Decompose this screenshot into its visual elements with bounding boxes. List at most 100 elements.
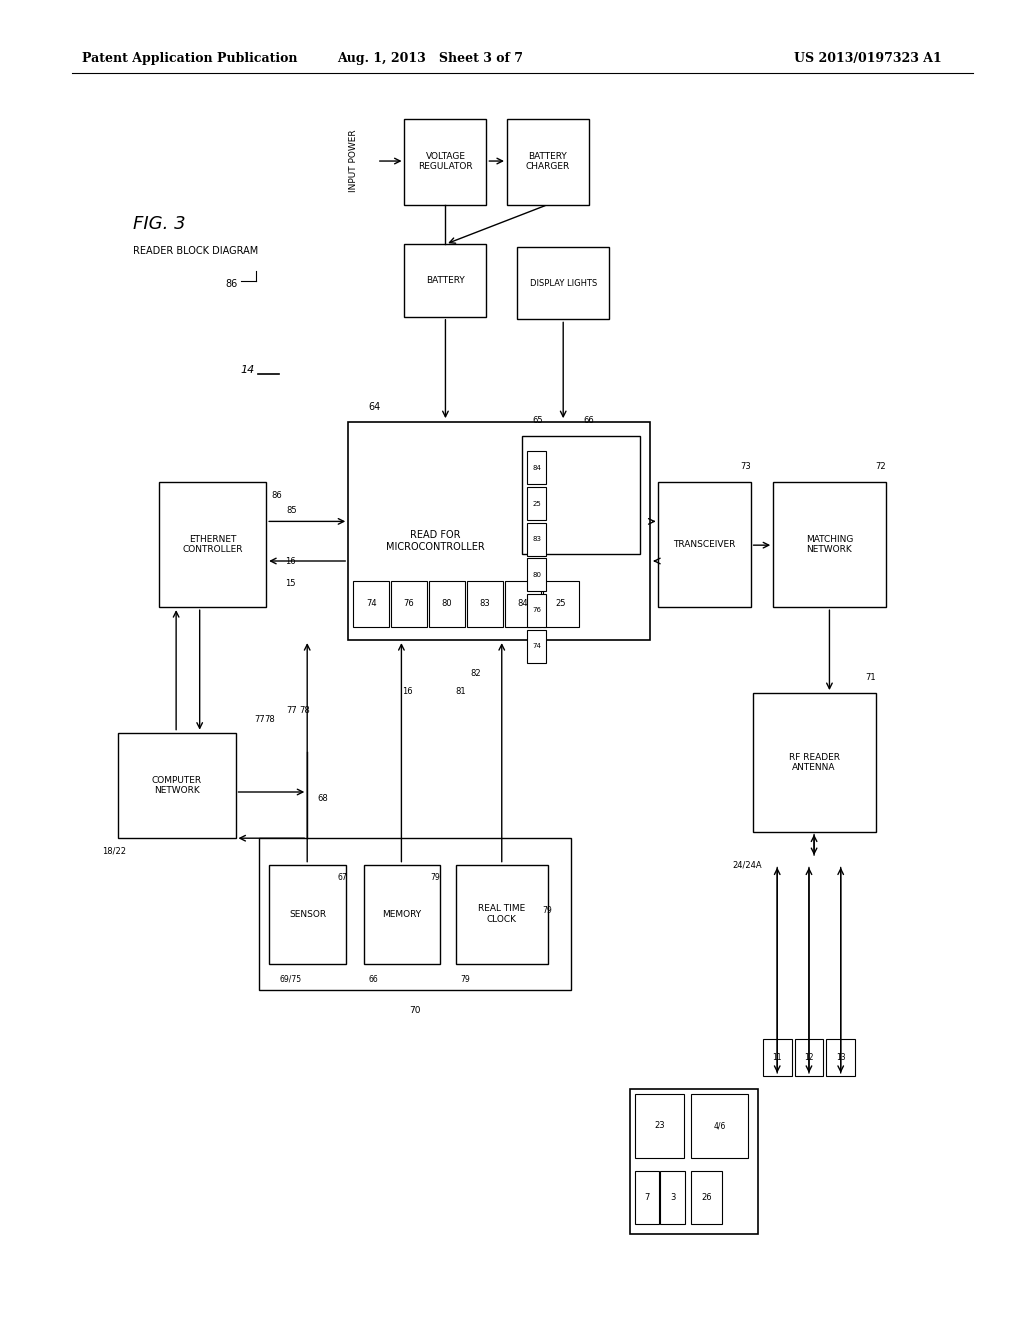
- Bar: [348, 422, 650, 640]
- Text: 66: 66: [369, 975, 379, 983]
- Text: 79: 79: [430, 874, 440, 882]
- Text: 65: 65: [532, 416, 543, 425]
- Bar: [456, 865, 548, 964]
- Text: 71: 71: [865, 673, 876, 682]
- Bar: [118, 733, 236, 838]
- Bar: [527, 523, 546, 556]
- Text: 79: 79: [543, 907, 553, 915]
- Bar: [795, 1039, 823, 1076]
- Bar: [522, 436, 640, 554]
- Text: 79: 79: [461, 975, 471, 983]
- Text: 78: 78: [264, 715, 274, 723]
- Text: DISPLAY LIGHTS: DISPLAY LIGHTS: [529, 279, 597, 288]
- Bar: [773, 482, 886, 607]
- Bar: [467, 581, 503, 627]
- Text: 84: 84: [532, 465, 541, 471]
- Text: 83: 83: [532, 536, 541, 543]
- Text: MEMORY: MEMORY: [382, 909, 422, 919]
- Bar: [753, 693, 876, 832]
- Text: MATCHING
NETWORK: MATCHING NETWORK: [806, 535, 853, 554]
- Text: 77: 77: [254, 715, 264, 723]
- Text: RF READER
ANTENNA: RF READER ANTENNA: [788, 752, 840, 772]
- Text: 3: 3: [670, 1193, 676, 1201]
- Text: INPUT POWER: INPUT POWER: [349, 129, 357, 193]
- Text: 80: 80: [532, 572, 541, 578]
- Text: 80: 80: [441, 599, 453, 609]
- Text: 16: 16: [285, 557, 295, 565]
- Text: 78: 78: [299, 706, 309, 714]
- Text: 14: 14: [241, 364, 255, 375]
- Text: BATTERY
CHARGER: BATTERY CHARGER: [525, 152, 570, 172]
- Text: Patent Application Publication: Patent Application Publication: [82, 51, 297, 65]
- Text: 18/22: 18/22: [102, 847, 126, 855]
- Text: 86: 86: [225, 279, 238, 289]
- Bar: [404, 119, 486, 205]
- Bar: [635, 1171, 659, 1224]
- Text: 12: 12: [804, 1053, 814, 1061]
- Text: 26: 26: [701, 1193, 712, 1201]
- Text: 74: 74: [366, 599, 377, 609]
- Text: 76: 76: [403, 599, 415, 609]
- Bar: [527, 594, 546, 627]
- Text: REAL TIME
CLOCK: REAL TIME CLOCK: [478, 904, 525, 924]
- Text: 25: 25: [555, 599, 566, 609]
- Text: 11: 11: [772, 1053, 782, 1061]
- Text: 15: 15: [285, 579, 295, 587]
- Text: 67: 67: [338, 874, 348, 882]
- Bar: [543, 581, 579, 627]
- Text: 86: 86: [271, 491, 282, 499]
- Bar: [826, 1039, 855, 1076]
- Text: 64: 64: [369, 401, 381, 412]
- Text: 74: 74: [532, 643, 541, 649]
- Bar: [269, 865, 346, 964]
- Text: VOLTAGE
REGULATOR: VOLTAGE REGULATOR: [418, 152, 473, 172]
- Bar: [635, 1094, 684, 1158]
- Bar: [429, 581, 465, 627]
- Text: US 2013/0197323 A1: US 2013/0197323 A1: [795, 51, 942, 65]
- Text: 82: 82: [470, 669, 480, 677]
- Bar: [259, 838, 571, 990]
- Bar: [527, 451, 546, 484]
- Bar: [527, 630, 546, 663]
- Bar: [364, 865, 440, 964]
- Bar: [353, 581, 389, 627]
- Bar: [660, 1171, 685, 1224]
- Text: 66: 66: [584, 416, 594, 425]
- Text: 85: 85: [287, 507, 297, 515]
- Text: 4/6: 4/6: [713, 1122, 726, 1130]
- Text: 73: 73: [740, 462, 751, 471]
- Text: 68: 68: [317, 795, 328, 803]
- Text: READ FOR
MICROCONTROLLER: READ FOR MICROCONTROLLER: [386, 531, 484, 552]
- Bar: [159, 482, 266, 607]
- Bar: [527, 558, 546, 591]
- Text: SENSOR: SENSOR: [289, 909, 327, 919]
- Text: 70: 70: [410, 1006, 421, 1015]
- Bar: [404, 244, 486, 317]
- Bar: [630, 1089, 758, 1234]
- Text: 24/24A: 24/24A: [732, 861, 762, 869]
- Text: READER BLOCK DIAGRAM: READER BLOCK DIAGRAM: [133, 246, 258, 256]
- Bar: [391, 581, 427, 627]
- Bar: [505, 581, 541, 627]
- Text: TRANSCEIVER: TRANSCEIVER: [674, 540, 735, 549]
- Text: 81: 81: [456, 688, 466, 696]
- Text: 23: 23: [654, 1122, 665, 1130]
- Bar: [507, 119, 589, 205]
- Bar: [527, 487, 546, 520]
- Text: ETHERNET
CONTROLLER: ETHERNET CONTROLLER: [182, 535, 243, 554]
- Text: 69/75: 69/75: [280, 975, 302, 983]
- Text: BATTERY: BATTERY: [426, 276, 465, 285]
- Text: 72: 72: [876, 462, 886, 471]
- Text: FIG. 3: FIG. 3: [133, 215, 185, 234]
- Text: 76: 76: [532, 607, 541, 614]
- Bar: [763, 1039, 792, 1076]
- Text: 25: 25: [532, 500, 541, 507]
- Bar: [517, 247, 609, 319]
- Bar: [691, 1171, 722, 1224]
- Text: 77: 77: [287, 706, 297, 714]
- Text: 7: 7: [644, 1193, 650, 1201]
- Text: 13: 13: [836, 1053, 846, 1061]
- Bar: [658, 482, 751, 607]
- Text: 16: 16: [402, 688, 413, 696]
- Text: COMPUTER
NETWORK: COMPUTER NETWORK: [152, 776, 202, 795]
